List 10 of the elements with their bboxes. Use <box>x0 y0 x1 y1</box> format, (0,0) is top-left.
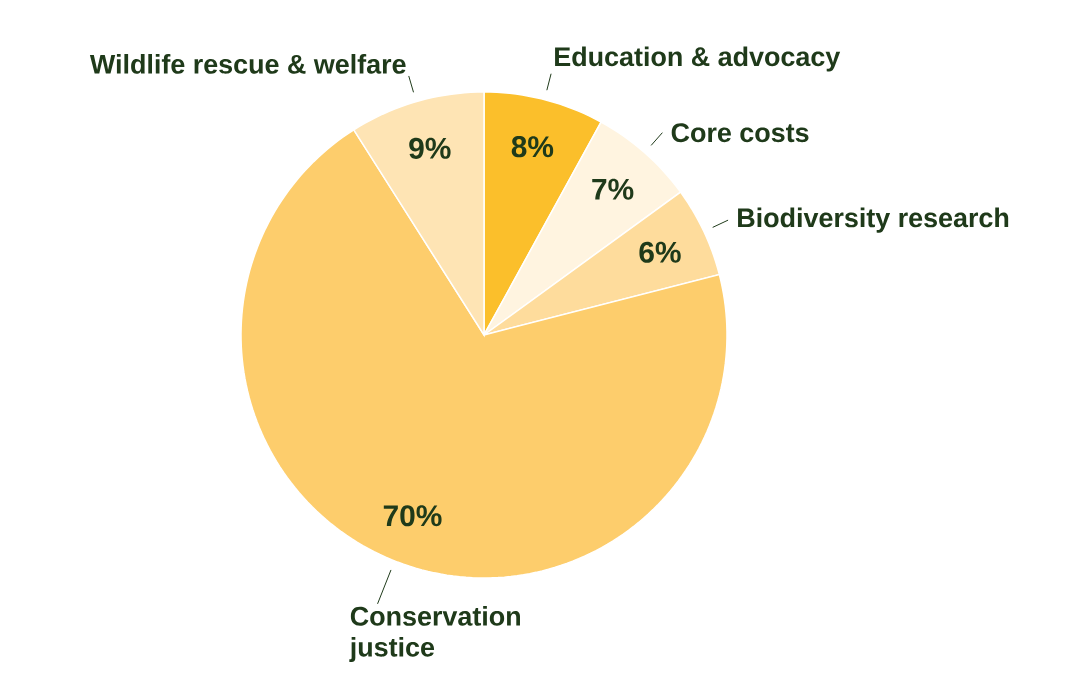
slice-label: Biodiversity research <box>738 207 1009 233</box>
data-label: 7% <box>592 178 634 200</box>
data-label: 9% <box>409 137 451 159</box>
slice-label: Conservation justice <box>349 606 520 662</box>
data-label: 8% <box>511 136 554 158</box>
slice-label: Wildlife rescue & welfare <box>89 54 406 74</box>
slice-label: Core costs <box>671 123 809 143</box>
data-label: 6% <box>639 241 681 263</box>
slice-label: Education & advocacy <box>555 46 841 72</box>
data-label: 70% <box>383 505 442 527</box>
